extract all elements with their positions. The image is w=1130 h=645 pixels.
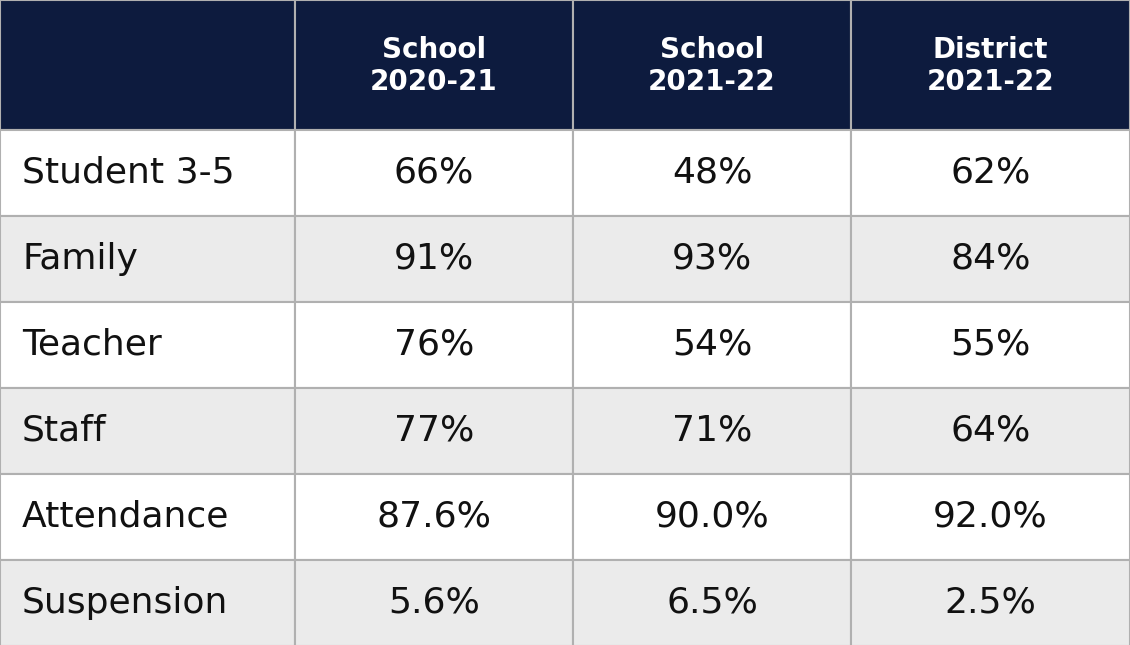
- Text: 84%: 84%: [950, 241, 1031, 275]
- Text: 64%: 64%: [950, 413, 1031, 448]
- Text: 71%: 71%: [672, 413, 753, 448]
- Text: Teacher: Teacher: [21, 328, 162, 361]
- Text: 2020-21: 2020-21: [371, 68, 498, 95]
- Text: Student 3-5: Student 3-5: [21, 155, 235, 190]
- Text: 93%: 93%: [672, 241, 753, 275]
- Bar: [851, 130, 1130, 215]
- Bar: [573, 473, 851, 559]
- Bar: [295, 559, 573, 645]
- Text: 92.0%: 92.0%: [933, 499, 1048, 533]
- Bar: [0, 388, 295, 473]
- Bar: [573, 215, 851, 301]
- Bar: [573, 301, 851, 388]
- Bar: [851, 215, 1130, 301]
- Text: Suspension: Suspension: [21, 586, 228, 619]
- Text: Family: Family: [21, 241, 138, 275]
- Text: 2021-22: 2021-22: [649, 68, 776, 95]
- Bar: [851, 0, 1130, 130]
- Bar: [295, 0, 573, 130]
- Bar: [0, 301, 295, 388]
- Bar: [573, 559, 851, 645]
- Text: 2021-22: 2021-22: [927, 68, 1054, 95]
- Text: District: District: [932, 37, 1049, 64]
- Bar: [851, 301, 1130, 388]
- Bar: [573, 130, 851, 215]
- Bar: [851, 559, 1130, 645]
- Bar: [851, 473, 1130, 559]
- Text: 77%: 77%: [394, 413, 475, 448]
- Text: Staff: Staff: [21, 413, 106, 448]
- Text: 48%: 48%: [671, 155, 753, 190]
- Text: 2.5%: 2.5%: [945, 586, 1036, 619]
- Text: 54%: 54%: [672, 328, 753, 361]
- Bar: [295, 388, 573, 473]
- Text: Attendance: Attendance: [21, 499, 229, 533]
- Text: School: School: [660, 37, 764, 64]
- Bar: [295, 301, 573, 388]
- Bar: [0, 130, 295, 215]
- Text: 62%: 62%: [950, 155, 1031, 190]
- Bar: [295, 215, 573, 301]
- Text: 91%: 91%: [394, 241, 475, 275]
- Bar: [573, 0, 851, 130]
- Text: 90.0%: 90.0%: [654, 499, 770, 533]
- Text: 76%: 76%: [394, 328, 475, 361]
- Bar: [0, 215, 295, 301]
- Text: 6.5%: 6.5%: [666, 586, 758, 619]
- Bar: [0, 0, 295, 130]
- Text: 5.6%: 5.6%: [388, 586, 480, 619]
- Bar: [573, 388, 851, 473]
- Text: School: School: [382, 37, 486, 64]
- Text: 87.6%: 87.6%: [376, 499, 492, 533]
- Text: 66%: 66%: [394, 155, 475, 190]
- Bar: [0, 473, 295, 559]
- Text: 55%: 55%: [950, 328, 1031, 361]
- Bar: [295, 473, 573, 559]
- Bar: [295, 130, 573, 215]
- Bar: [0, 559, 295, 645]
- Bar: [851, 388, 1130, 473]
